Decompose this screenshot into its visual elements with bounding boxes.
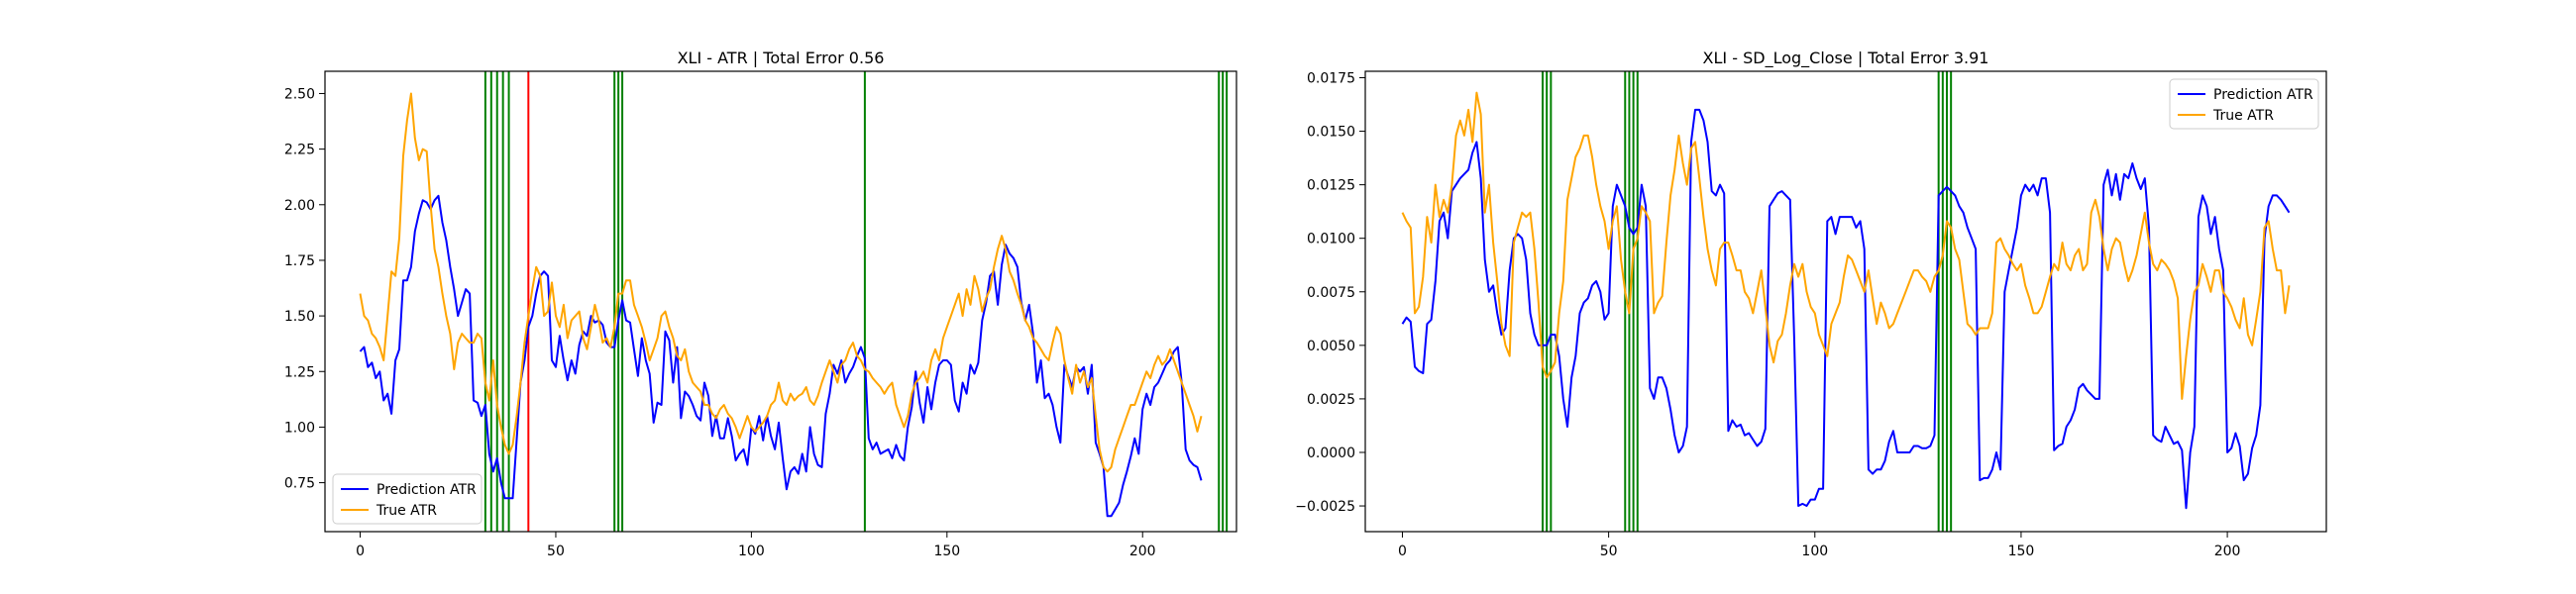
x-tick-label: 50 [547, 544, 565, 559]
y-tick-label: 0.75 [284, 476, 315, 492]
x-tick-label: 200 [2214, 544, 2241, 559]
marker-lines [1542, 71, 1953, 532]
y-tick-label: 0.0050 [1307, 339, 1355, 354]
chart-sd-log-close: XLI - SD_Log_Close | Total Error 3.91 0 50… [1295, 49, 2327, 559]
x-tick-label: 50 [1600, 544, 1618, 559]
y-tick-label: 0.0025 [1307, 392, 1355, 408]
legend-label: Prediction ATR [2213, 87, 2313, 103]
x-tick-label: 150 [933, 544, 960, 559]
x-tick-label: 100 [1801, 544, 1828, 559]
y-tick-label: −0.0025 [1295, 499, 1355, 515]
y-tick-label: 2.00 [284, 198, 315, 214]
legend: Prediction ATR True ATR [332, 473, 483, 525]
y-tick-label: 1.75 [284, 253, 315, 269]
x-tick-label: 150 [2008, 544, 2035, 559]
axes-frame [1364, 70, 2327, 533]
x-tick-label: 0 [1398, 544, 1407, 559]
legend-box [2169, 78, 2319, 130]
x-tick-label: 100 [738, 544, 765, 559]
y-tick-label: 0.0100 [1307, 232, 1355, 248]
y-tick-label: 2.50 [284, 86, 315, 102]
y-tick-label: 2.25 [284, 143, 315, 158]
series-line-true [1401, 91, 2291, 400]
chart-title: XLI - ATR | Total Error 0.56 [678, 49, 885, 67]
marker-lines [483, 71, 1229, 532]
legend-label: True ATR [376, 503, 437, 519]
y-tick-label: 1.00 [284, 420, 315, 436]
series-line-prediction [1401, 108, 2291, 510]
legend: Prediction ATR True ATR [2169, 78, 2319, 130]
y-tick-label: 0.0175 [1307, 70, 1355, 86]
legend-label: True ATR [2212, 108, 2274, 124]
y-tick-label: 0.0125 [1307, 178, 1355, 194]
legend-label: Prediction ATR [376, 482, 477, 498]
x-tick-label: 200 [1129, 544, 1156, 559]
x-tick-label: 0 [356, 544, 365, 559]
y-tick-label: 0.0000 [1307, 446, 1355, 461]
series-line-prediction [359, 194, 1203, 518]
chart-title: XLI - SD_Log_Close | Total Error 3.91 [1703, 49, 1989, 68]
series-line-true [359, 92, 1203, 473]
y-tick-label: 1.25 [284, 364, 315, 380]
chart-atr: XLI - ATR | Total Error 0.56 0 50 100 150 200… [284, 49, 1237, 559]
y-tick-label: 0.0075 [1307, 285, 1355, 301]
y-tick-label: 1.50 [284, 309, 315, 325]
legend-box [332, 473, 483, 525]
y-tick-label: 0.0150 [1307, 125, 1355, 141]
axes-frame [324, 70, 1237, 533]
